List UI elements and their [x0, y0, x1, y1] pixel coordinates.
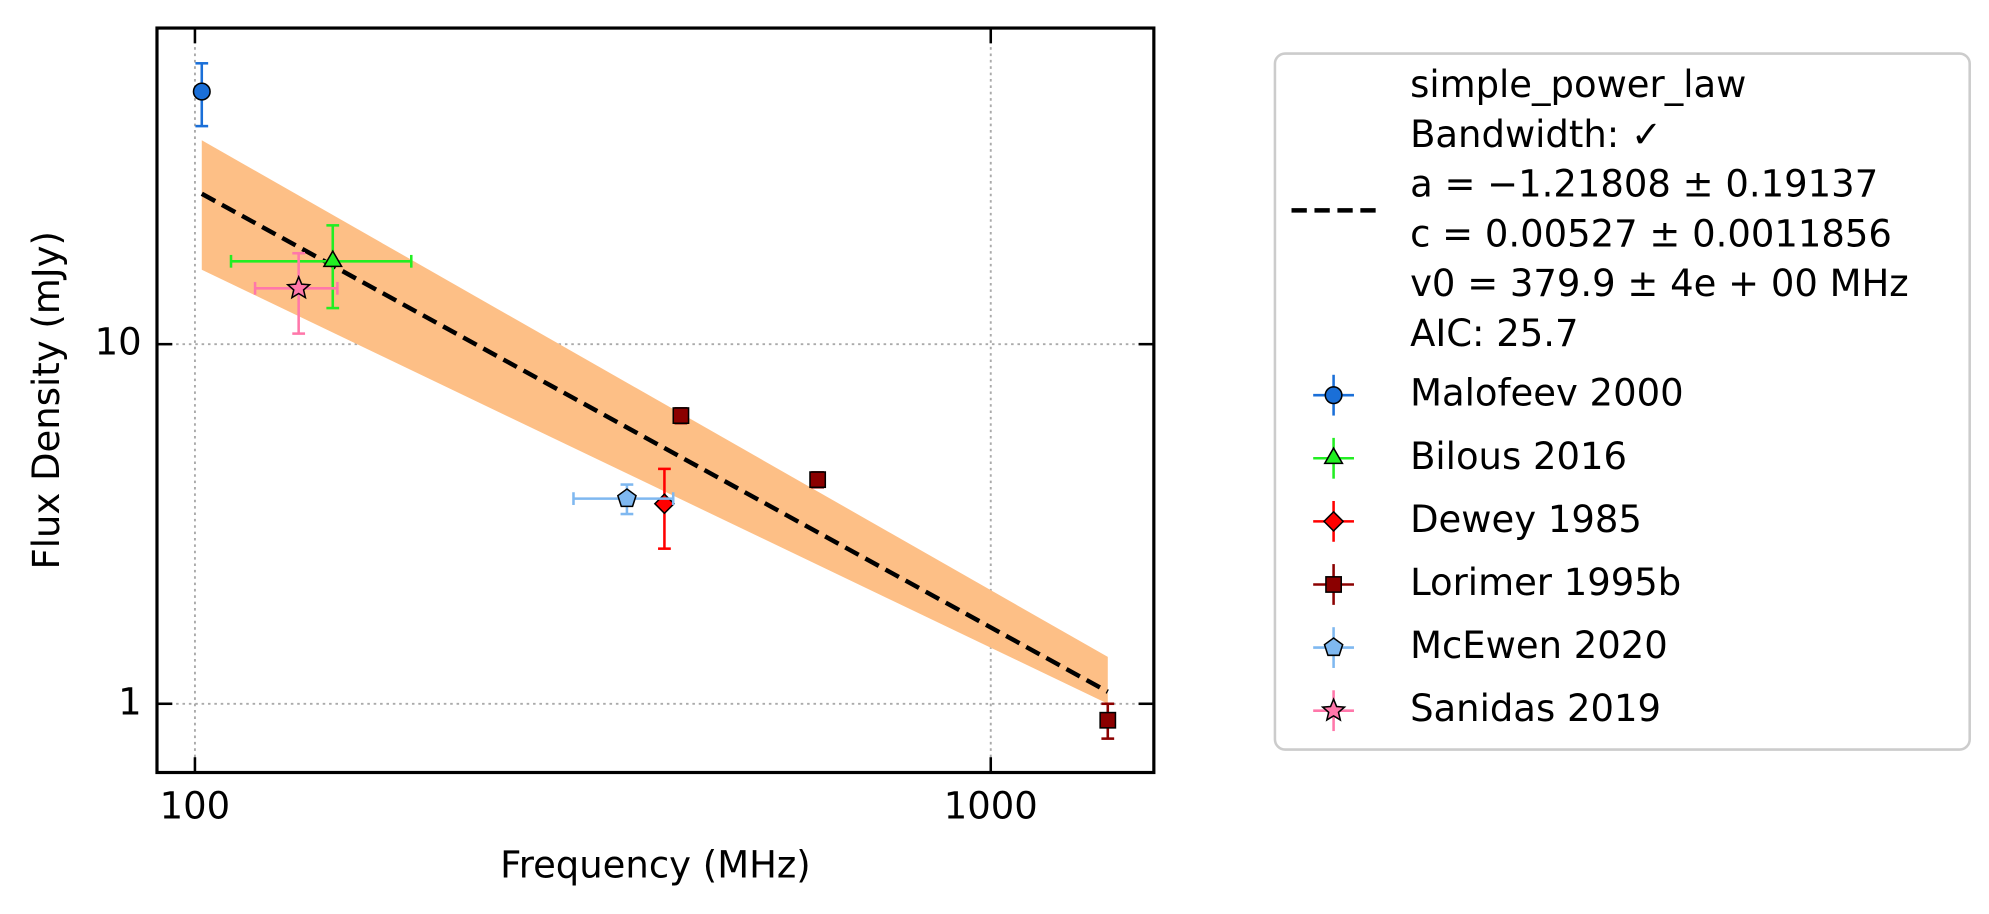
- fit-line: [200, 191, 1109, 694]
- x-axis-label: Frequency (MHz): [500, 843, 811, 886]
- legend-label: Malofeev 2000: [1410, 372, 1684, 415]
- legend-label: Dewey 1985: [1410, 498, 1642, 541]
- legend-marker: [1320, 697, 1347, 722]
- x-tick-label: 100: [160, 785, 231, 828]
- marker: [322, 249, 343, 268]
- legend-marker: [1323, 446, 1344, 465]
- y-tick-label: 10: [95, 321, 142, 364]
- legend-marker: [1322, 510, 1345, 533]
- legend-label: simple_power_law: [1410, 63, 1746, 106]
- legend-label: a = −1.21808 ± 0.19137: [1410, 163, 1878, 206]
- legend-label: c = 0.00527 ± 0.0011856: [1410, 212, 1892, 255]
- marker: [616, 488, 637, 508]
- marker: [672, 407, 690, 425]
- legend-marker: [1325, 576, 1342, 593]
- fit-band: [201, 140, 1108, 704]
- x-tick-label: 1000: [944, 785, 1038, 828]
- legend-label: Bandwidth: ✓: [1410, 113, 1662, 156]
- legend-label: McEwen 2020: [1410, 624, 1668, 667]
- legend-label: Bilous 2016: [1410, 435, 1627, 478]
- y-axis-label: Flux Density (mJy): [25, 231, 68, 569]
- marker: [653, 493, 676, 515]
- y-tick-label: 1: [118, 680, 142, 723]
- legend-box: [1273, 52, 1971, 751]
- legend-marker: [1324, 386, 1343, 405]
- legend-marker: [1323, 637, 1344, 657]
- marker: [285, 274, 312, 300]
- marker: [192, 82, 211, 101]
- plot-frame: [155, 26, 1156, 775]
- legend-label: Lorimer 1995b: [1410, 561, 1681, 604]
- marker: [1099, 711, 1117, 729]
- marker: [809, 471, 827, 489]
- legend-label: v0 = 379.9 ± 4e + 00 MHz: [1410, 262, 1909, 305]
- legend-label: AIC: 25.7: [1410, 312, 1578, 355]
- legend-label: Sanidas 2019: [1410, 687, 1661, 730]
